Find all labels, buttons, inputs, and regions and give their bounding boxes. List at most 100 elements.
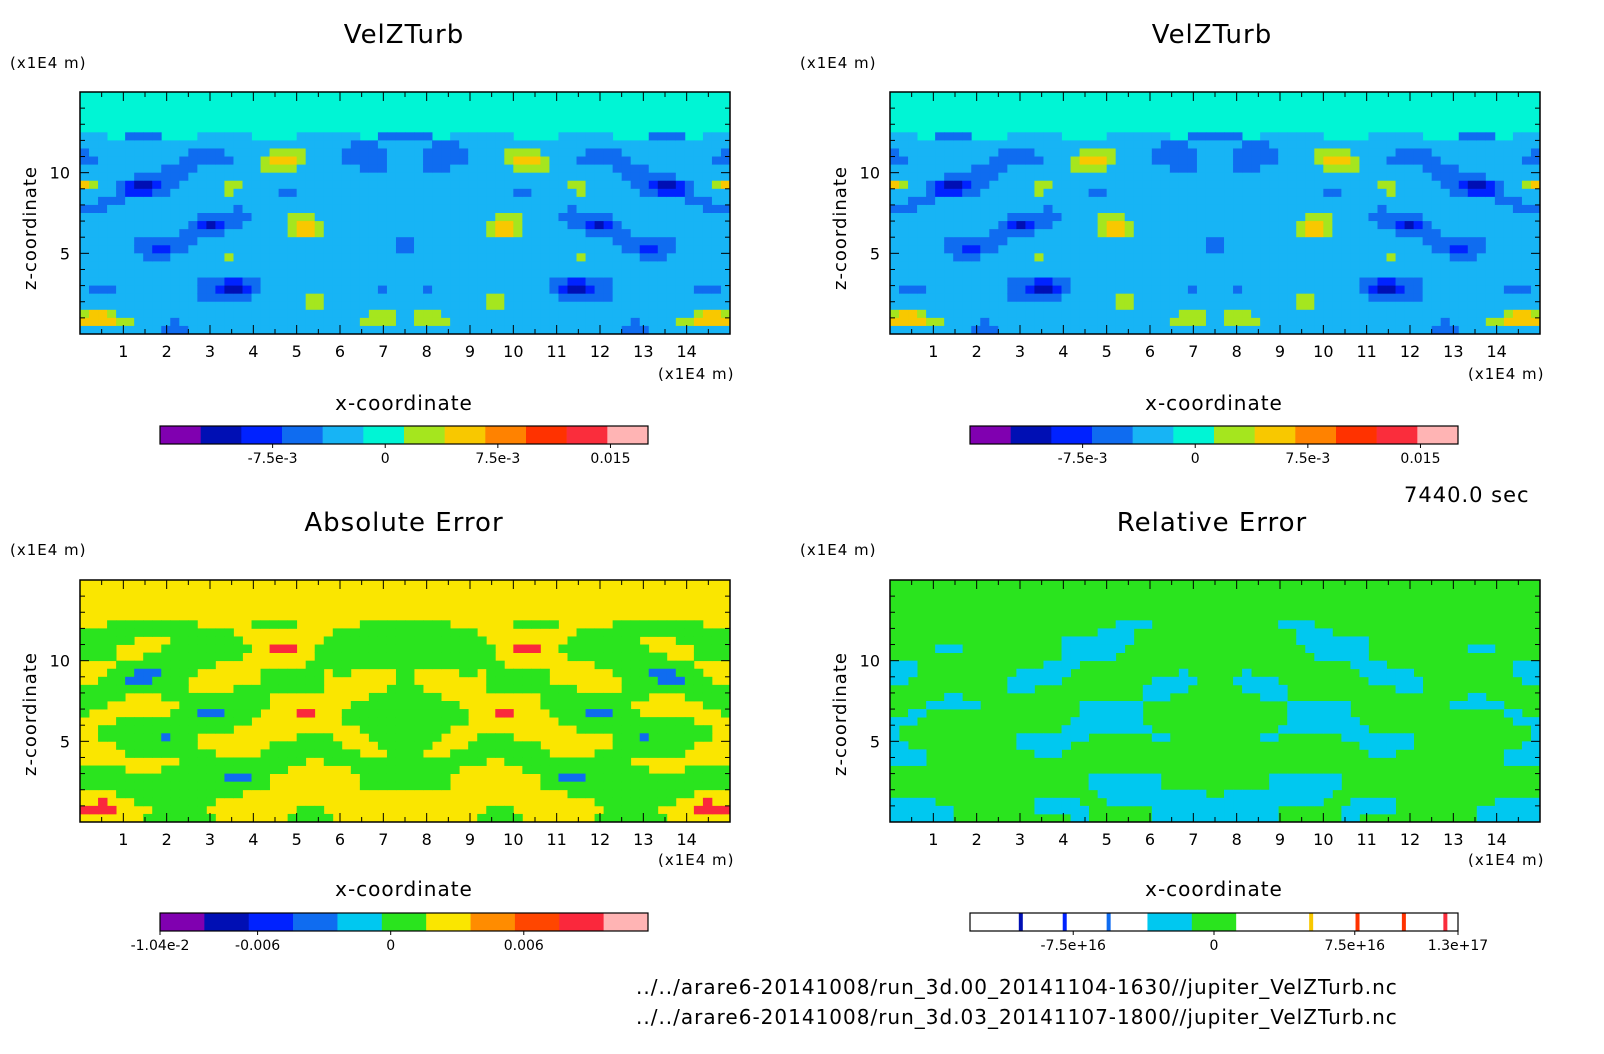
panel-1-colorbar: -7.5e-3 0 7.5e-3 0.015	[969, 425, 1459, 467]
field-cell	[386, 757, 397, 766]
field-cell	[233, 148, 243, 157]
field-cell	[1278, 140, 1288, 149]
field-cell	[278, 253, 289, 262]
field-cell	[558, 229, 568, 238]
field-cell	[1151, 213, 1162, 222]
field-cell	[1395, 180, 1405, 190]
field-cell	[1503, 188, 1514, 198]
field-cell	[1512, 213, 1523, 222]
field-cell	[251, 701, 261, 710]
field-cell	[188, 644, 198, 653]
field-cell	[341, 309, 352, 319]
field-cell	[926, 325, 936, 335]
field-cell	[899, 325, 909, 335]
field-cell	[1106, 309, 1117, 319]
field-cell	[414, 148, 424, 157]
field-cell	[107, 636, 117, 645]
field-cell	[161, 293, 171, 303]
field-cell	[1467, 285, 1478, 295]
field-cell	[323, 156, 334, 165]
field-cell	[711, 213, 722, 222]
field-cell	[197, 132, 207, 141]
field-cell	[432, 701, 442, 710]
field-cell	[666, 317, 677, 327]
field-cell	[215, 781, 225, 791]
field-cell	[1476, 237, 1487, 246]
field-cell	[1169, 148, 1180, 157]
field-cell	[1097, 164, 1108, 174]
field-cell	[332, 164, 343, 174]
field-cell	[1467, 309, 1478, 319]
field-cell	[296, 741, 307, 750]
field-cell	[80, 140, 90, 149]
field-cell	[890, 757, 900, 766]
field-cell	[684, 237, 695, 246]
field-cell	[215, 709, 225, 718]
field-cell	[1449, 148, 1460, 157]
field-cell	[1224, 277, 1234, 286]
field-cell	[1341, 269, 1351, 278]
field-cell	[657, 813, 668, 823]
field-cell	[998, 285, 1008, 295]
field-cell	[675, 676, 686, 686]
field-cell	[711, 156, 722, 165]
field-cell	[657, 196, 668, 206]
field-cell	[1476, 293, 1487, 303]
field-cell	[702, 781, 713, 791]
field-cell	[531, 196, 541, 206]
field-cell	[603, 213, 614, 222]
field-cell	[567, 644, 577, 653]
field-cell	[152, 293, 162, 303]
field-cell	[1449, 221, 1460, 230]
field-cell	[260, 285, 270, 295]
field-cell	[377, 285, 388, 295]
field-cell	[612, 172, 623, 182]
field-cell	[720, 277, 731, 286]
field-cell	[675, 285, 686, 295]
field-cell	[287, 325, 298, 335]
field-cell	[152, 253, 162, 262]
field-cell	[1332, 188, 1342, 198]
field-cell	[224, 709, 234, 718]
field-cell	[107, 148, 117, 157]
field-cell	[720, 692, 731, 702]
field-cell	[1106, 293, 1117, 303]
field-cell	[1404, 156, 1415, 165]
field-cell	[513, 684, 523, 694]
field-cell	[278, 156, 289, 165]
panel-2-colorbar: -1.04e-2 -0.006 0 0.006	[131, 912, 649, 954]
field-cell	[1521, 277, 1532, 286]
field-cell	[116, 245, 126, 254]
field-cell	[332, 269, 343, 278]
field-cell	[1395, 188, 1405, 198]
field-cell	[143, 325, 153, 335]
field-cell	[134, 717, 144, 726]
field-cell	[684, 164, 695, 174]
field-cell	[125, 180, 135, 190]
field-cell	[1296, 253, 1306, 262]
field-cell	[260, 245, 270, 254]
field-cell	[603, 196, 614, 206]
field-cell	[468, 636, 478, 645]
field-cell	[224, 148, 234, 157]
field-cell	[314, 309, 325, 319]
field-cell	[368, 317, 379, 327]
field-cell	[1422, 301, 1433, 311]
field-cell	[1016, 196, 1026, 206]
field-cell	[170, 789, 180, 799]
field-cell	[1251, 237, 1261, 246]
field-cell	[179, 229, 189, 238]
field-cell	[576, 701, 586, 710]
field-cell	[350, 636, 361, 645]
field-cell	[188, 140, 198, 149]
field-cell	[926, 277, 936, 286]
field-cell	[630, 741, 641, 750]
field-cell	[1431, 213, 1442, 222]
field-cell	[305, 213, 316, 222]
field-cell	[1521, 148, 1532, 157]
field-cell	[1070, 229, 1080, 238]
field-cell	[377, 140, 388, 149]
field-cell	[161, 140, 171, 149]
field-cell	[971, 180, 981, 190]
field-cell	[368, 229, 379, 238]
